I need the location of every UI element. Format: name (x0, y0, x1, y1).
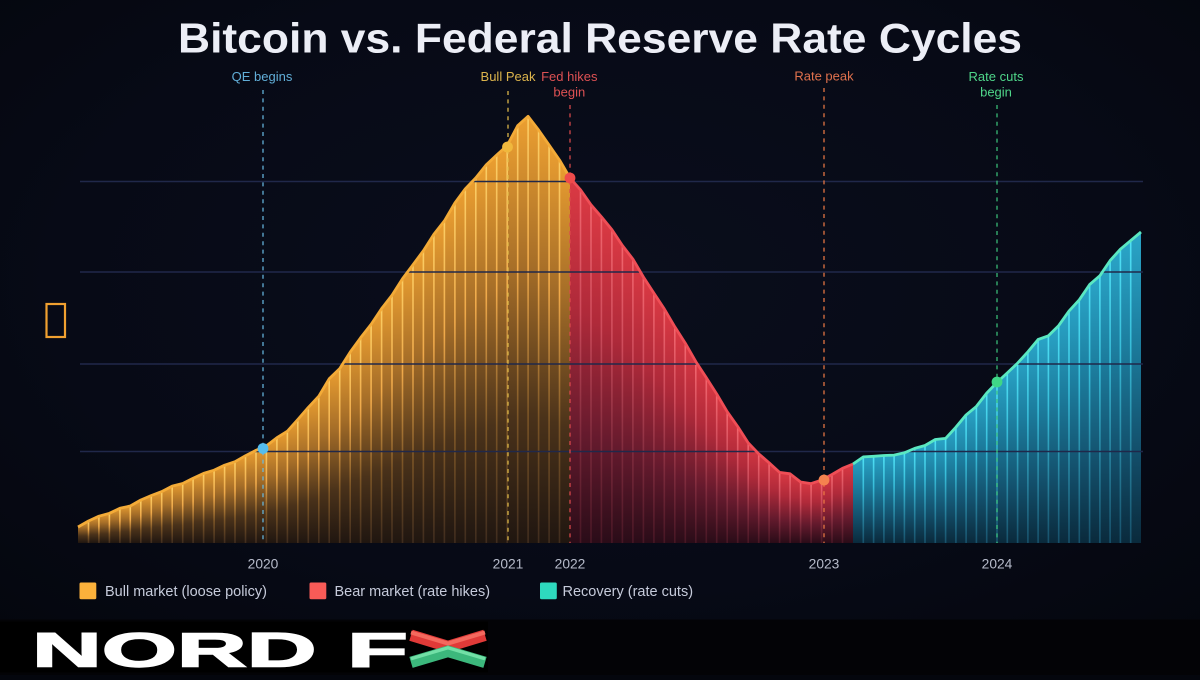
svg-text:Bear market (rate hikes): Bear market (rate hikes) (335, 584, 491, 600)
svg-text:2020: 2020 (248, 557, 279, 572)
svg-text:2022: 2022 (555, 557, 586, 572)
svg-text:2024: 2024 (982, 557, 1013, 572)
svg-text:QE begins: QE begins (232, 69, 293, 84)
svg-text:Rate cuts: Rate cuts (969, 69, 1024, 84)
svg-text:2023: 2023 (809, 557, 840, 572)
svg-text:Fed hikes: Fed hikes (541, 69, 598, 84)
svg-text:2021: 2021 (493, 557, 524, 572)
svg-text:Bull Peak: Bull Peak (481, 69, 536, 84)
svg-text:F: F (347, 624, 408, 676)
svg-text:Rate peak: Rate peak (794, 69, 854, 84)
svg-text:begin: begin (553, 85, 585, 100)
svg-text:begin: begin (980, 85, 1012, 100)
svg-text:Bull market (loose policy): Bull market (loose policy) (105, 584, 267, 600)
svg-text:NORD: NORD (32, 624, 317, 676)
svg-text:Recovery (rate cuts): Recovery (rate cuts) (563, 584, 694, 600)
svg-text:Bitcoin vs. Federal Reserve Ra: Bitcoin vs. Federal Reserve Rate Cycles (178, 15, 1022, 62)
